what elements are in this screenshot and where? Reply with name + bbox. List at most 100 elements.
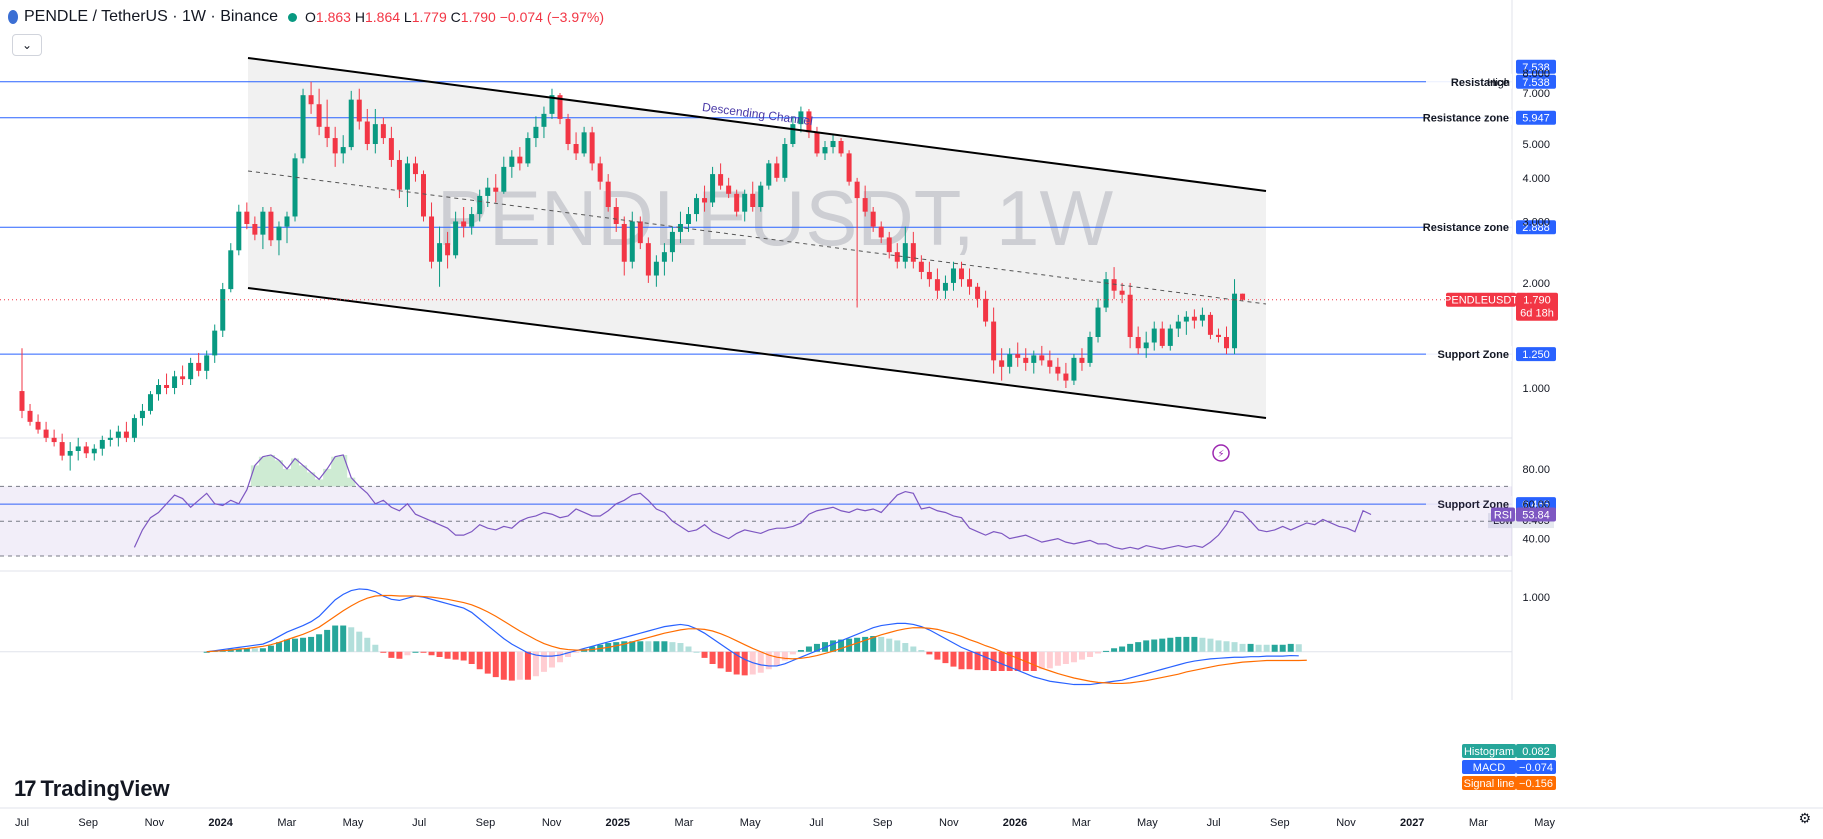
candle-body xyxy=(1207,314,1213,335)
candle-body xyxy=(35,421,41,430)
candle-body xyxy=(164,384,170,388)
level-label-bg xyxy=(1426,219,1512,235)
symbol-title[interactable]: PENDLE / TetherUS · 1W · Binance xyxy=(24,8,279,25)
candle-body xyxy=(461,221,467,227)
candle-body xyxy=(878,226,884,238)
candle-body xyxy=(59,442,65,456)
candle-body xyxy=(437,243,443,262)
candle-body xyxy=(188,362,194,380)
candle-body xyxy=(292,158,298,217)
candle-body xyxy=(91,448,97,454)
candle-body xyxy=(1191,316,1197,321)
macd-legend-value: −0.156 xyxy=(1519,778,1553,790)
macd-histogram-bar xyxy=(886,638,893,652)
gear-icon[interactable]: ⚙ xyxy=(1798,810,1811,826)
high-value: 1.864 xyxy=(364,9,401,25)
macd-legend-label: MACD xyxy=(1473,762,1505,774)
lightning-alert-icon xyxy=(1212,444,1230,462)
macd-histogram-bar xyxy=(1255,644,1262,652)
macd-histogram-bar xyxy=(1095,651,1102,654)
macd-histogram-bar xyxy=(316,634,323,652)
candle-body xyxy=(43,429,49,438)
candle-body xyxy=(718,174,724,186)
macd-histogram-bar xyxy=(1103,650,1110,652)
macd-histogram-bar xyxy=(1054,651,1061,666)
candle-body xyxy=(605,181,611,208)
price-axis-tick: 8.000 xyxy=(1522,68,1550,80)
candle-body xyxy=(1135,336,1141,349)
candle-body xyxy=(75,446,81,451)
candle-body xyxy=(1015,354,1021,358)
time-axis-tick: May xyxy=(1137,817,1158,829)
change-value: −0.074 (−3.97%) xyxy=(499,9,605,25)
candle-body xyxy=(380,124,386,139)
macd-histogram-bar xyxy=(1006,651,1013,671)
macd-histogram-bar xyxy=(356,631,363,652)
candle-body xyxy=(115,431,121,438)
candle-body xyxy=(742,193,748,212)
candle-body xyxy=(854,181,860,199)
time-axis-tick: Mar xyxy=(675,817,694,829)
macd-histogram-bar xyxy=(565,651,572,658)
candle-body xyxy=(613,207,619,224)
macd-histogram-bar xyxy=(460,651,467,661)
candle-body xyxy=(1167,328,1173,346)
macd-histogram-bar xyxy=(1167,637,1174,652)
macd-histogram-bar xyxy=(934,651,941,660)
candle-body xyxy=(196,362,202,371)
high-price-tag xyxy=(1516,59,1556,74)
candle-body xyxy=(1127,294,1133,337)
macd-histogram-bar xyxy=(243,648,250,652)
level-label: Resistance zone xyxy=(1423,113,1509,125)
candle-body xyxy=(276,226,282,241)
candle-body xyxy=(27,410,33,422)
time-axis-tick: Nov xyxy=(145,817,165,829)
rsi-line xyxy=(133,454,1372,550)
collapse-legend-button[interactable]: ⌄ xyxy=(12,34,42,56)
candle-body xyxy=(621,223,627,262)
macd-line xyxy=(206,588,1299,686)
macd-histogram-bar xyxy=(1271,644,1278,652)
tradingview-branding[interactable]: 17 TradingView xyxy=(14,776,170,802)
macd-histogram-bar xyxy=(637,641,644,652)
macd-histogram-bar xyxy=(1038,651,1045,670)
candle-body xyxy=(204,355,210,371)
macd-legend-label-bg xyxy=(1462,776,1516,790)
candle-body xyxy=(1111,279,1117,291)
level-label: Support Zone xyxy=(1438,499,1510,511)
macd-histogram-bar xyxy=(765,651,772,670)
macd-histogram-bar xyxy=(283,639,290,652)
macd-histogram-bar xyxy=(741,651,748,676)
candle-body xyxy=(517,156,523,164)
level-price-tag xyxy=(1516,74,1556,89)
candle-body xyxy=(1047,360,1053,367)
time-axis-tick: 2024 xyxy=(208,817,233,829)
macd-histogram-bar xyxy=(203,651,210,653)
last-price-tag xyxy=(1516,292,1558,321)
macd-histogram-bar xyxy=(324,629,331,652)
candle-body xyxy=(212,330,218,356)
macd-histogram-bar xyxy=(1207,638,1214,652)
candle-body xyxy=(1232,293,1238,349)
candle-body xyxy=(429,216,435,262)
macd-histogram-bar xyxy=(1239,643,1246,652)
candle-body xyxy=(685,214,691,224)
macd-histogram-bar xyxy=(966,651,973,670)
macd-histogram-bar xyxy=(1135,642,1142,652)
candle-body xyxy=(356,99,362,122)
candle-body xyxy=(220,289,226,331)
macd-histogram-bar xyxy=(436,651,443,658)
macd-histogram-bar xyxy=(701,651,708,658)
candle-body xyxy=(565,118,571,145)
price-axis-tick: 1.000 xyxy=(1522,383,1550,395)
open-value: 1.863 xyxy=(315,9,351,25)
candle-body xyxy=(372,124,378,145)
candle-body xyxy=(300,95,306,159)
candle-body xyxy=(589,132,595,164)
time-axis-tick: Nov xyxy=(542,817,562,829)
candle-body xyxy=(734,193,740,212)
level-price-tag xyxy=(1516,347,1556,362)
time-axis-tick: May xyxy=(1534,817,1555,829)
macd-histogram-bar xyxy=(540,651,547,672)
